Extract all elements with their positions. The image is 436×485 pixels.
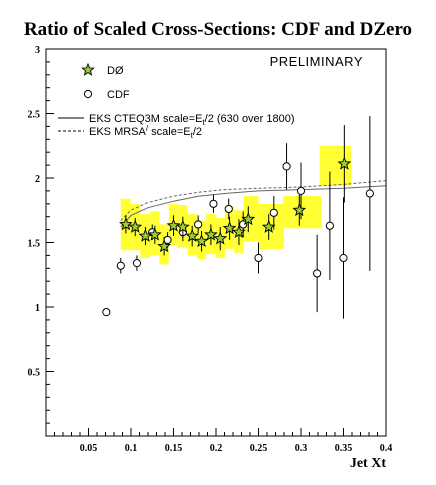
- d0-point: [213, 231, 228, 245]
- x-tick-label: 0.35: [335, 443, 353, 454]
- cdf-point: [224, 204, 233, 214]
- d0-point: [119, 217, 133, 231]
- cdf-point: [116, 261, 125, 270]
- theory-curves: [120, 180, 387, 228]
- legend-cteq-label: EKS CTEQ3M scale=Et/2 (630 over 1800): [89, 113, 295, 127]
- cdf-point: [132, 259, 142, 268]
- y-tick-label: 1.5: [28, 239, 41, 250]
- axes: 0.05 0.1 0.15 0.2 0.25 0.3 0.35 0.4 0.5 1 1.5 2 2.5 3…: [28, 45, 393, 471]
- preliminary-label: PRELIMINARY: [270, 54, 363, 69]
- x-tick-label: 0.25: [250, 443, 268, 454]
- d0-point: [166, 218, 181, 232]
- theory-curve: [120, 185, 387, 228]
- cdf-point: [194, 220, 203, 229]
- legend-cdf-label: CDF: [107, 89, 130, 101]
- cdf-point: [282, 162, 291, 171]
- d0-point: [241, 212, 256, 226]
- cdf-point: [339, 253, 348, 263]
- d0-point: [128, 219, 143, 233]
- d0-point: [261, 219, 276, 233]
- d0-point: [194, 233, 209, 248]
- y-tick-label: 0.5: [28, 368, 41, 379]
- y-tick-label: 1: [35, 303, 40, 314]
- cdf-point: [102, 308, 111, 317]
- cdf-point: [254, 253, 263, 263]
- cdf-point: [209, 199, 218, 208]
- legend-d0-marker: [81, 62, 95, 76]
- y-tick-label: 3: [35, 45, 40, 56]
- x-tick-label: 0.15: [165, 443, 183, 454]
- x-tick-label: 0.4: [380, 443, 393, 454]
- d0-point: [147, 227, 162, 241]
- legend-cdf-marker: [83, 89, 93, 99]
- d0-point: [204, 227, 218, 241]
- legend: PRELIMINARY DØ CDF EKS CTEQ3M scale=Et/2 (6…: [58, 54, 363, 140]
- d0-point: [175, 219, 190, 233]
- d0-point: [337, 156, 352, 170]
- d0-point: [138, 228, 153, 242]
- x-tick-label: 0.2: [210, 443, 223, 454]
- d0-points: [119, 125, 352, 256]
- x-axis-title: Jet Xt: [350, 456, 386, 471]
- cdf-point: [325, 221, 334, 230]
- d0-point: [157, 239, 172, 253]
- legend-mrsa-label: EKS MRSA/ scale=Et/2: [89, 124, 202, 140]
- d0-point: [292, 202, 307, 217]
- cdf-point: [296, 186, 306, 195]
- y-tick-label: 2.5: [28, 110, 41, 121]
- cdf-point: [365, 189, 374, 198]
- x-tick-label: 0.1: [125, 443, 138, 454]
- d0-point: [232, 224, 246, 238]
- chart-title: Ratio of Scaled Cross-Sections: CDF and …: [23, 19, 413, 40]
- d0-point: [185, 228, 200, 242]
- x-tick-label: 0.3: [295, 443, 308, 454]
- y-tick-label: 2: [35, 174, 40, 185]
- cdf-point: [313, 269, 322, 278]
- systematic-bands: [120, 145, 352, 265]
- d0-point: [222, 221, 237, 235]
- x-tick-label: 0.05: [80, 443, 98, 454]
- legend-d0-label: DØ: [107, 65, 124, 77]
- cdf-point: [269, 208, 278, 217]
